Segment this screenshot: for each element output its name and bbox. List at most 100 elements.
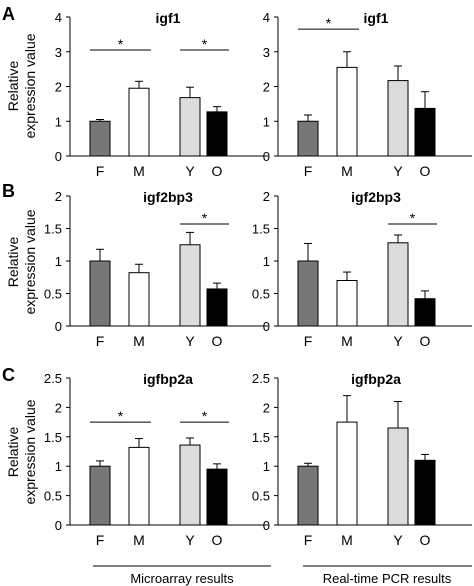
y-axis-label-line1: Relative: [5, 237, 21, 288]
x-tick-label: Y: [185, 532, 195, 548]
x-tick-label: M: [133, 333, 145, 349]
chart-igf1-microarray: 0 1 2 3 4 igf1 F M Y O * *: [55, 10, 268, 179]
chart-title: igf2bp3: [143, 189, 193, 205]
y-tick-label: 0.5: [44, 489, 62, 504]
bar-Y: [179, 97, 201, 157]
y-tick-label: 2: [263, 189, 270, 204]
y-tick-label: 2: [263, 80, 270, 95]
bar-M: [336, 280, 358, 327]
bar-Y: [387, 427, 409, 526]
x-tick-label: Y: [393, 532, 403, 548]
y-tick-label: 0: [55, 518, 62, 533]
y-tick-label: 1.5: [252, 222, 270, 237]
x-tick-label: F: [96, 333, 105, 349]
footer-pcr-label: Real-time PCR results: [323, 571, 452, 586]
chart-igf1-pcr: 0 1 2 3 4 igf1 F M Y O *: [263, 10, 472, 179]
x-tick-label: Y: [185, 333, 195, 349]
y-tick-label: 1: [55, 459, 62, 474]
y-axis-label-line2: expression value: [22, 209, 38, 314]
y-tick-label: 0: [55, 149, 62, 164]
chart-title: igf1: [156, 10, 181, 26]
footer-microarray-label: Microarray results: [130, 571, 234, 586]
y-tick-label: 2: [55, 80, 62, 95]
bar-Y: [179, 444, 201, 526]
x-tick-label: Y: [393, 333, 403, 349]
y-tick-label: 3: [263, 45, 270, 60]
chart-title: igfbp2a: [143, 371, 193, 387]
x-tick-label: M: [341, 532, 353, 548]
chart-igf2bp3-microarray: 0 0.5 1 1.5 2 igf2bp3 F M Y O *: [44, 189, 268, 349]
y-tick-label: 2: [55, 189, 62, 204]
bar-F: [297, 260, 319, 327]
bar-F: [89, 120, 111, 157]
panel-letters: A B C: [2, 4, 15, 385]
panel-letter-b: B: [2, 181, 15, 201]
x-tick-label: F: [304, 532, 313, 548]
bar-F: [89, 465, 111, 526]
bar-O: [206, 288, 228, 327]
charts: 0 1 2 3 4 igf1 F M Y O * * 0 1 2 3 4 igf1 F M Y O * 0 0.5 1 1.5 2 ig…: [44, 10, 472, 548]
x-tick-label: F: [304, 163, 313, 179]
y-tick-label: 0: [263, 518, 270, 533]
chart-igfbp2a-pcr: 0 0.5 1 1.5 2 2.5 igfbp2a F M Y O: [252, 371, 472, 548]
significance-star: *: [410, 210, 416, 226]
chart-title: igf2bp3: [351, 189, 401, 205]
chart-igf2bp3-pcr: 0 0.5 1 1.5 2 igf2bp3 F M Y O *: [252, 189, 472, 349]
bar-Y: [179, 244, 201, 327]
x-tick-label: Y: [185, 163, 195, 179]
x-tick-label: M: [133, 163, 145, 179]
y-tick-label: 0: [55, 319, 62, 334]
bar-O: [414, 107, 436, 157]
significance-star: *: [202, 408, 208, 424]
bar-O: [206, 111, 228, 157]
x-tick-label: O: [420, 333, 431, 349]
y-tick-label: 0: [263, 319, 270, 334]
x-tick-label: Y: [393, 163, 403, 179]
x-tick-label: O: [420, 163, 431, 179]
chart-title: igfbp2a: [351, 371, 401, 387]
bar-Y: [387, 242, 409, 327]
bar-M: [128, 446, 150, 526]
chart-title: igf1: [364, 10, 389, 26]
y-tick-label: 4: [263, 10, 270, 25]
bar-O: [414, 459, 436, 526]
bar-F: [89, 260, 111, 327]
y-tick-label: 0.5: [252, 489, 270, 504]
bar-M: [336, 421, 358, 526]
x-tick-label: F: [96, 532, 105, 548]
panel-letter-a: A: [2, 4, 15, 24]
x-tick-label: M: [341, 333, 353, 349]
bar-M: [336, 66, 358, 157]
significance-star: *: [202, 36, 208, 52]
significance-star: *: [118, 408, 124, 424]
y-tick-label: 1.5: [252, 430, 270, 445]
y-tick-label: 1: [263, 254, 270, 269]
chart-igfbp2a-microarray: 0 0.5 1 1.5 2 2.5 igfbp2a F M Y O * *: [44, 371, 268, 548]
y-axis-label-line2: expression value: [22, 33, 38, 138]
bar-O: [206, 468, 228, 526]
y-tick-label: 1: [263, 114, 270, 129]
y-tick-label: 0.5: [252, 287, 270, 302]
bar-F: [297, 465, 319, 526]
y-axis-label-line1: Relative: [5, 427, 21, 478]
y-tick-label: 2.5: [44, 371, 62, 386]
y-axis-label-line2: expression value: [22, 399, 38, 504]
y-tick-label: 1.5: [44, 222, 62, 237]
y-tick-label: 0: [263, 149, 270, 164]
y-tick-label: 0.5: [44, 287, 62, 302]
panel-letter-c: C: [2, 365, 15, 385]
bar-M: [128, 87, 150, 157]
y-tick-label: 1.5: [44, 430, 62, 445]
bar-M: [128, 272, 150, 327]
x-tick-label: F: [96, 163, 105, 179]
y-tick-label: 1: [55, 114, 62, 129]
bar-O: [414, 298, 436, 327]
bar-Y: [387, 80, 409, 157]
x-tick-label: O: [420, 532, 431, 548]
significance-star: *: [118, 36, 124, 52]
y-tick-label: 2.5: [252, 371, 270, 386]
y-tick-label: 4: [55, 10, 62, 25]
y-tick-label: 2: [55, 400, 62, 415]
